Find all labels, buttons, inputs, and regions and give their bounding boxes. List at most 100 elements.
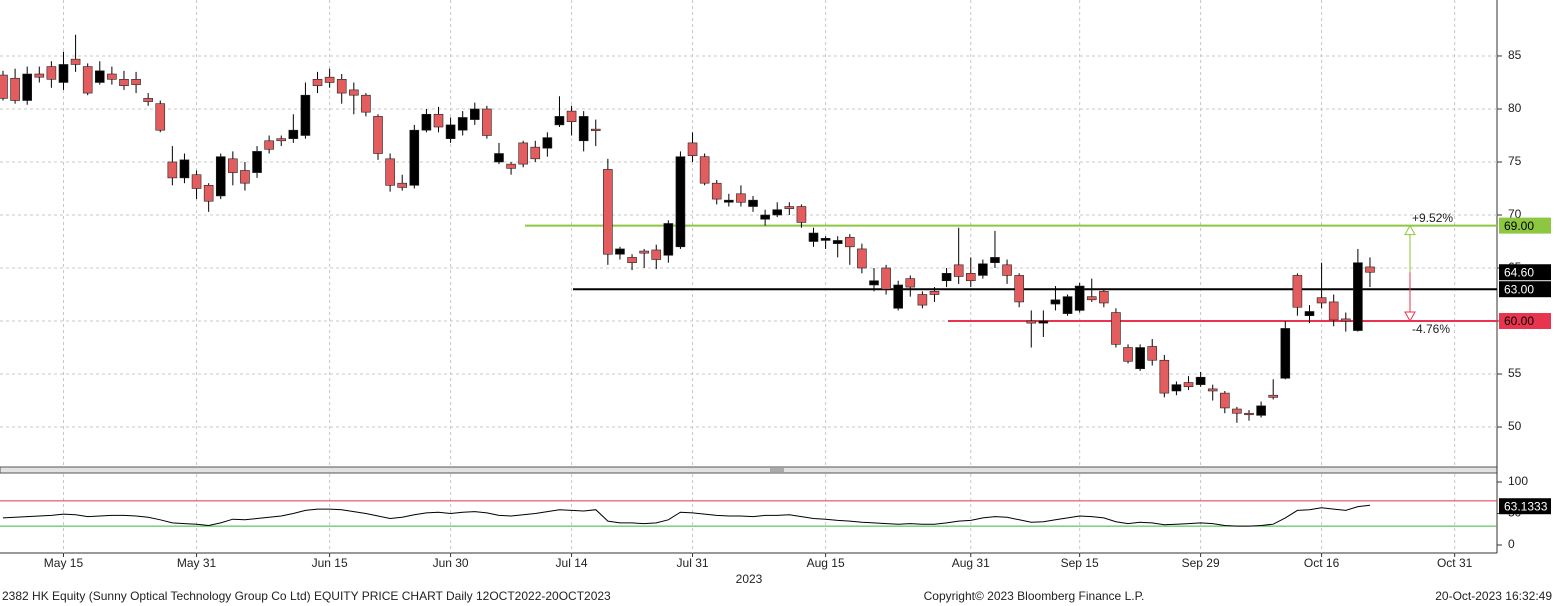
candle-body <box>590 128 601 131</box>
level-label-box <box>1499 281 1551 298</box>
candle-body <box>22 73 32 101</box>
level-label: 63.00 <box>1504 282 1534 296</box>
x-tick-label: Jul 14 <box>556 556 588 570</box>
candle-body <box>663 223 674 256</box>
footer-left: 2382 HK Equity (Sunny Optical Technology… <box>2 589 611 603</box>
annotation: +9.52% <box>1412 211 1453 225</box>
candle-body <box>1292 275 1303 308</box>
candle-body <box>324 76 335 83</box>
candle-body <box>675 156 686 248</box>
candle-body <box>917 294 928 306</box>
y-tick-label: 55 <box>1508 366 1522 380</box>
y2-tick-label: 100 <box>1508 474 1528 488</box>
candle-body <box>1256 405 1266 416</box>
candle-body <box>1062 296 1073 314</box>
x-tick-label: Oct 31 <box>1437 556 1473 570</box>
level-label-box <box>1499 217 1551 234</box>
candle-body <box>1280 328 1291 379</box>
candle-body <box>760 214 770 220</box>
candle-body <box>155 103 166 131</box>
candle-body <box>1050 299 1061 305</box>
candle-body <box>119 78 129 86</box>
candle-body <box>215 156 226 197</box>
candle-body <box>736 193 746 203</box>
candle-body <box>796 206 807 223</box>
year-label: 2023 <box>736 572 763 586</box>
candle-body <box>978 263 988 276</box>
candle-body <box>832 240 843 244</box>
candle-body <box>1244 412 1254 416</box>
candle-body <box>167 161 178 179</box>
candle-body <box>107 73 117 80</box>
candle-body <box>893 284 903 309</box>
candle-body <box>808 232 819 242</box>
candle-body <box>240 170 250 184</box>
last-price-label-box <box>1499 264 1551 281</box>
candle-body <box>820 238 831 241</box>
candle-body <box>1207 388 1218 392</box>
candle-body <box>1195 376 1206 385</box>
candle-body <box>627 257 637 264</box>
candle-body <box>724 199 734 203</box>
candle-body <box>603 169 613 255</box>
candle-body <box>1268 394 1279 398</box>
candle-body <box>312 78 323 86</box>
panel-divider <box>0 466 1498 474</box>
candle-body <box>203 185 214 202</box>
candle-body <box>639 250 649 254</box>
candle-body <box>1123 347 1133 362</box>
indicator-last-label-box <box>1499 498 1551 515</box>
candle-body <box>1074 285 1085 311</box>
candle-body <box>0 74 8 99</box>
candle-body <box>929 291 940 295</box>
candle-body <box>687 142 698 156</box>
indicator-line <box>2 504 1371 527</box>
candle-body <box>506 163 516 169</box>
candle-body <box>566 110 577 123</box>
x-tick-label: Jul 31 <box>677 556 709 570</box>
candle-body <box>252 151 262 173</box>
divider-grip <box>770 468 784 472</box>
candle-body <box>276 138 287 142</box>
candle-body <box>530 146 541 160</box>
candle-body <box>1304 311 1315 317</box>
x-tick-label: May 31 <box>177 556 217 570</box>
candle-body <box>905 278 916 288</box>
candle-body <box>264 140 274 150</box>
footer-right: 20-Oct-2023 16:32:49 <box>1435 589 1552 603</box>
candle-body <box>772 209 783 216</box>
candle-body <box>857 248 867 269</box>
candle-body <box>179 159 190 179</box>
candle-body <box>445 124 456 139</box>
candle-body <box>46 66 57 80</box>
candle-body <box>651 249 662 260</box>
candle-body <box>1171 384 1182 392</box>
candle-body <box>1316 297 1327 304</box>
candle-body <box>457 117 468 131</box>
candle-body <box>881 267 891 290</box>
y2-tick-label: 0 <box>1508 537 1515 551</box>
candle-body <box>191 174 202 189</box>
candle-body <box>349 89 359 96</box>
candle-body <box>869 280 879 286</box>
candle-body <box>1111 312 1121 345</box>
arrow-down-head <box>1404 311 1416 323</box>
candle-body <box>1159 359 1170 394</box>
candle-body <box>990 257 1000 264</box>
candle-body <box>1232 408 1242 414</box>
candle-body <box>70 58 81 65</box>
candle-body <box>10 77 20 101</box>
candle-body <box>953 264 964 277</box>
indicator-last-label: 63.1333 <box>1504 499 1548 513</box>
candle-body <box>82 66 93 94</box>
x-tick-label: Jun 30 <box>433 556 469 570</box>
candle-body <box>1099 291 1109 304</box>
x-tick-label: May 15 <box>44 556 84 570</box>
candle-body <box>699 156 710 184</box>
y-tick-label: 50 <box>1508 419 1522 433</box>
candle-body <box>1183 382 1194 388</box>
candle-body <box>1340 318 1351 322</box>
candle-body <box>1328 301 1339 321</box>
candle-body <box>965 273 976 282</box>
